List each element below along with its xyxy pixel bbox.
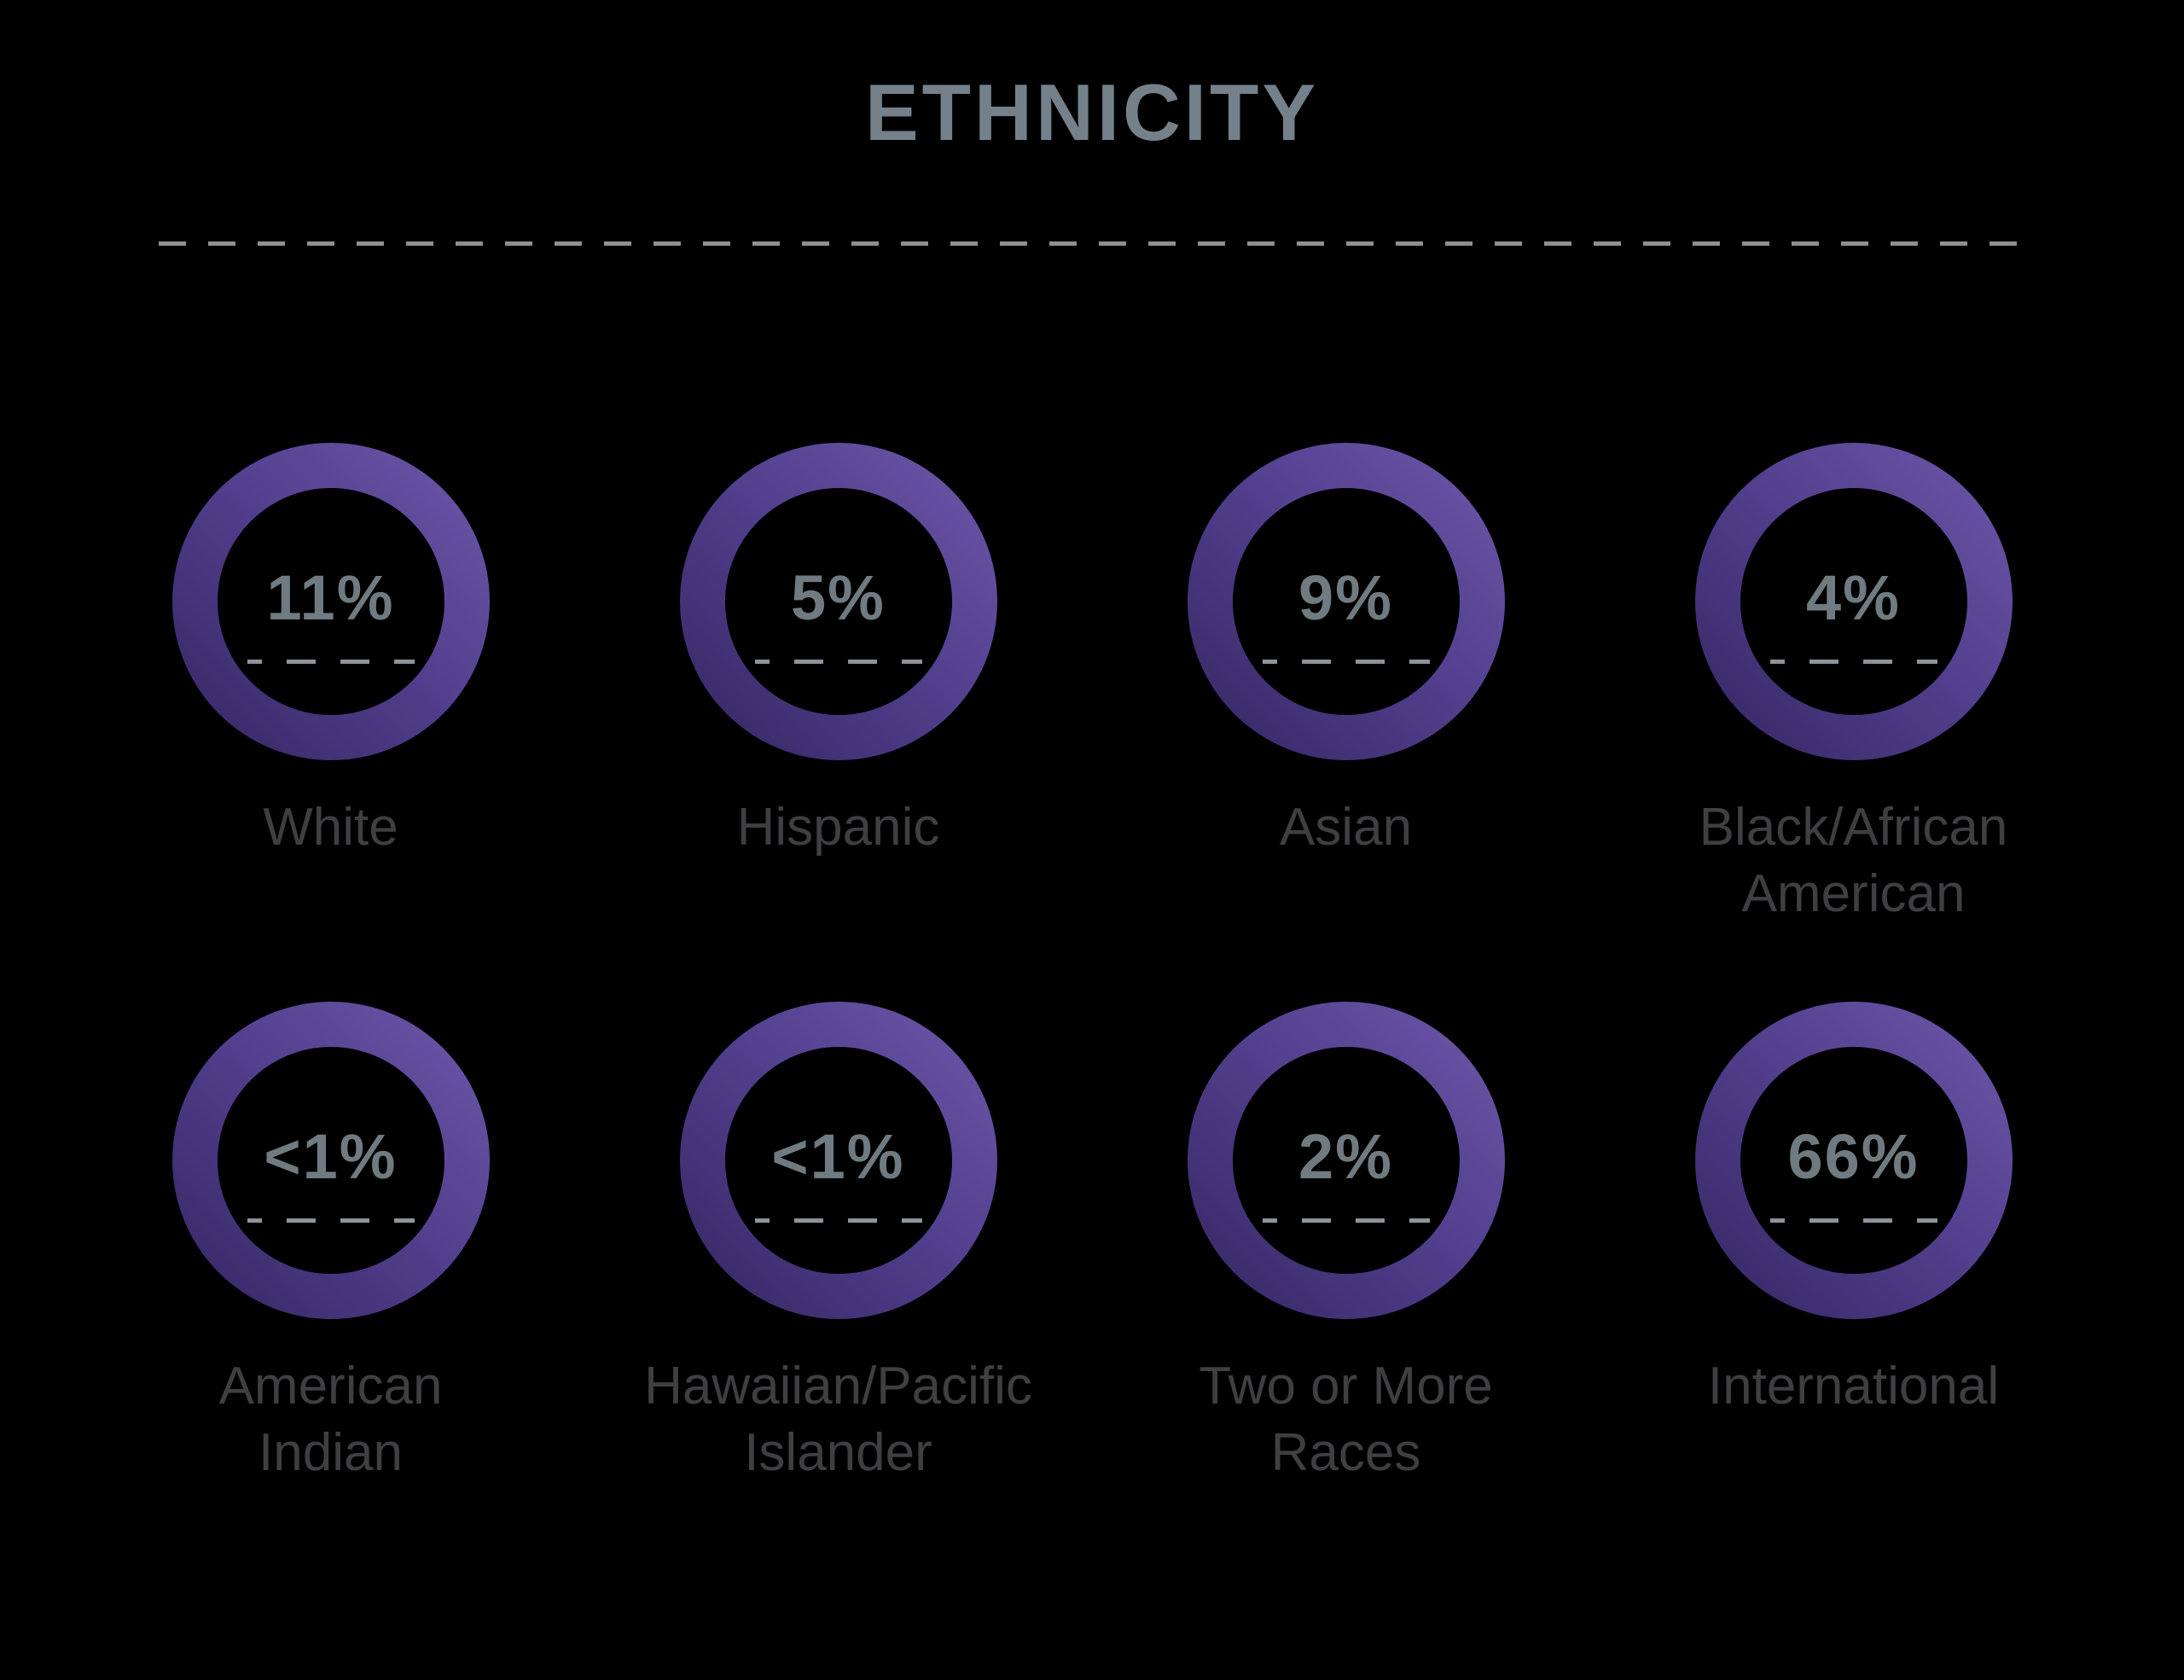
- inner-dashed-line: [247, 1218, 415, 1223]
- category-label: Two or More Races: [1199, 1353, 1493, 1486]
- stat-cell-american-indian: <1% American Indian: [77, 1002, 584, 1486]
- donut-hole: 2%: [1232, 1047, 1460, 1274]
- inner-dashed-line: [1769, 659, 1937, 664]
- category-label: Hawaiian/Pacific Islander: [644, 1353, 1032, 1486]
- stat-cell-hispanic: 5% Hispanic: [584, 443, 1092, 927]
- stat-cell-asian: 9% Asian: [1092, 443, 1600, 927]
- percent-value: <1%: [771, 1120, 905, 1192]
- label-line: White: [263, 798, 398, 857]
- inner-dashed-line: [1769, 1218, 1937, 1223]
- donut-hole: 11%: [217, 488, 444, 715]
- category-label: International: [1708, 1353, 1999, 1420]
- donut-hole: <1%: [217, 1047, 444, 1274]
- donut-hole: 4%: [1740, 488, 1967, 715]
- inner-dashed-line: [754, 659, 922, 664]
- page-title: ETHNICITY: [864, 67, 1320, 157]
- category-label: Asian: [1280, 794, 1412, 861]
- donut-ring: 5%: [679, 443, 997, 760]
- donut-ring: <1%: [679, 1002, 997, 1319]
- inner-dashed-line: [754, 1218, 922, 1223]
- label-line: Islander: [744, 1423, 932, 1482]
- donut-ring: 2%: [1187, 1002, 1505, 1319]
- category-label: Black/African American: [1699, 794, 2008, 927]
- donut-ring: 11%: [171, 443, 490, 760]
- category-label: White: [263, 794, 398, 861]
- category-label: Hispanic: [737, 794, 940, 861]
- inner-dashed-line: [1262, 1218, 1430, 1223]
- percent-value: 5%: [791, 561, 886, 633]
- label-line: Hispanic: [736, 798, 940, 857]
- label-line: Hawaiian/Pacific: [644, 1357, 1032, 1416]
- label-line: Races: [1270, 1423, 1421, 1482]
- stat-cell-white: 11% White: [77, 443, 584, 927]
- percent-value: 9%: [1298, 561, 1393, 633]
- donut-hole: <1%: [724, 1047, 952, 1274]
- percent-value: 4%: [1806, 561, 1901, 633]
- label-line: Indian: [258, 1423, 403, 1482]
- percent-value: 2%: [1298, 1120, 1393, 1192]
- label-line: American: [218, 1357, 443, 1416]
- donut-ring: 66%: [1694, 1002, 2013, 1319]
- label-line: Black/African: [1699, 798, 2008, 857]
- donut-grid: 11% White 5% Hispanic: [77, 443, 2107, 1486]
- donut-hole: 9%: [1232, 488, 1460, 715]
- stat-cell-black-african-american: 4% Black/African American: [1600, 443, 2107, 927]
- donut-hole: 5%: [724, 488, 952, 715]
- percent-value: 11%: [266, 561, 395, 633]
- inner-dashed-line: [1262, 659, 1430, 664]
- stat-cell-international: 66% International: [1600, 1002, 2107, 1486]
- stat-cell-hawaiian-pacific-islander: <1% Hawaiian/Pacific Islander: [584, 1002, 1092, 1486]
- label-line: American: [1741, 864, 1966, 923]
- percent-value: 66%: [1787, 1120, 1920, 1192]
- label-line: Asian: [1279, 798, 1413, 857]
- label-line: International: [1707, 1357, 2000, 1416]
- percent-value: <1%: [264, 1120, 398, 1192]
- donut-ring: <1%: [171, 1002, 490, 1319]
- donut-ring: 4%: [1694, 443, 2013, 760]
- label-line: Two or More: [1199, 1357, 1493, 1416]
- donut-hole: 66%: [1740, 1047, 1967, 1274]
- inner-dashed-line: [247, 659, 415, 664]
- stat-cell-two-or-more-races: 2% Two or More Races: [1092, 1002, 1600, 1486]
- title-divider-dashed-line: [159, 241, 2025, 246]
- donut-ring: 9%: [1187, 443, 1505, 760]
- category-label: American Indian: [219, 1353, 443, 1486]
